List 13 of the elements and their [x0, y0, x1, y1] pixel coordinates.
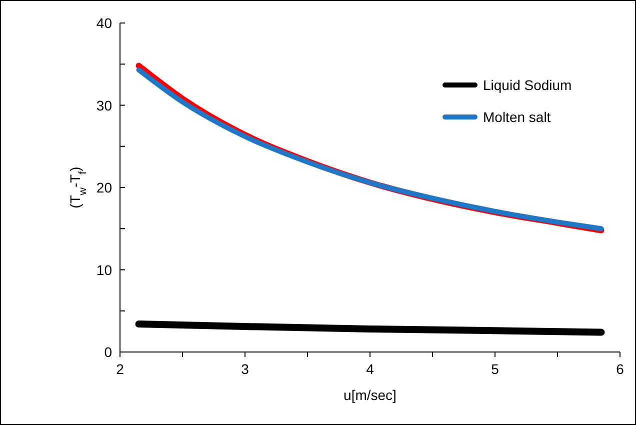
x-tick-label: 5 — [491, 361, 500, 377]
legend-label: Molten salt — [483, 109, 551, 125]
x-tick-label: 3 — [241, 361, 250, 377]
x-tick-label: 6 — [616, 361, 624, 377]
y-tick-label: 0 — [104, 344, 112, 360]
x-tick-label: 4 — [366, 361, 374, 377]
y-tick-label: 10 — [96, 262, 112, 278]
x-axis-title: u[m/sec] — [344, 387, 396, 403]
y-tick-label: 30 — [96, 97, 112, 114]
x-tick-label: 2 — [116, 361, 124, 377]
y-tick-label: 20 — [96, 180, 112, 196]
legend-label: Liquid Sodium — [483, 77, 572, 93]
y-tick-label: 40 — [96, 15, 112, 31]
